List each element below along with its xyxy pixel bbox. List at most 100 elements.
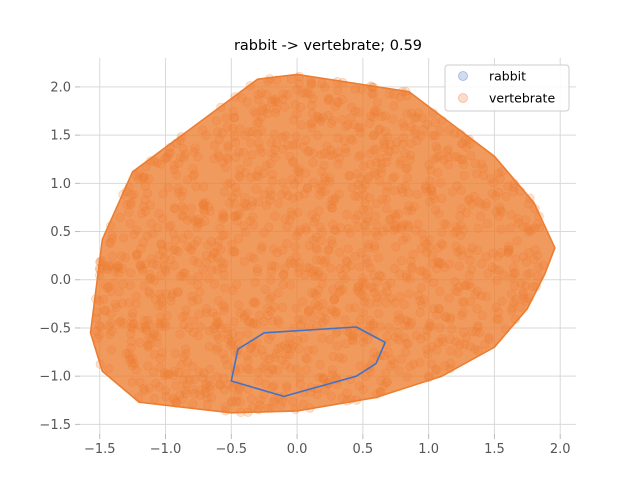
- vertebrate-point: [243, 329, 253, 339]
- vertebrate-point: [162, 369, 173, 380]
- vertebrate-point: [390, 209, 400, 219]
- vertebrate-point: [385, 361, 395, 371]
- vertebrate-point: [160, 264, 170, 274]
- vertebrate-point: [211, 345, 221, 355]
- x-tick-label: 0.0: [287, 442, 308, 457]
- vertebrate-point: [115, 212, 125, 222]
- vertebrate-point: [424, 235, 434, 245]
- vertebrate-point: [265, 306, 276, 316]
- vertebrate-point: [193, 152, 203, 162]
- vertebrate-point: [331, 309, 341, 320]
- vertebrate-point: [347, 183, 357, 193]
- vertebrate-point: [476, 291, 487, 301]
- vertebrate-point: [354, 107, 364, 117]
- vertebrate-point: [107, 251, 118, 261]
- vertebrate-point: [325, 173, 335, 183]
- vertebrate-point: [380, 127, 390, 137]
- vertebrate-point: [195, 287, 205, 297]
- vertebrate-point: [173, 247, 183, 257]
- vertebrate-point: [204, 202, 214, 212]
- vertebrate-point: [291, 303, 301, 314]
- vertebrate-point: [213, 342, 223, 352]
- vertebrate-point: [390, 298, 400, 308]
- vertebrate-point: [524, 248, 534, 258]
- vertebrate-point: [405, 320, 415, 330]
- vertebrate-point: [247, 197, 257, 207]
- vertebrate-point: [176, 360, 186, 370]
- vertebrate-point: [312, 389, 322, 400]
- vertebrate-point: [446, 346, 456, 356]
- vertebrate-point: [465, 255, 475, 265]
- vertebrate-point: [301, 222, 311, 232]
- vertebrate-point: [389, 225, 399, 235]
- vertebrate-point: [416, 334, 426, 344]
- vertebrate-point: [355, 361, 365, 371]
- vertebrate-point: [219, 385, 229, 395]
- vertebrate-point: [259, 228, 269, 238]
- vertebrate-point: [205, 206, 215, 216]
- vertebrate-point: [406, 205, 417, 215]
- vertebrate-point: [398, 118, 408, 128]
- vertebrate-point: [337, 393, 347, 403]
- vertebrate-point: [450, 286, 460, 296]
- vertebrate-point: [177, 211, 187, 221]
- vertebrate-point: [466, 296, 476, 307]
- vertebrate-point: [278, 177, 288, 188]
- vertebrate-point: [139, 202, 149, 212]
- vertebrate-point: [126, 343, 136, 353]
- vertebrate-point: [219, 211, 229, 221]
- vertebrate-point: [419, 236, 429, 246]
- vertebrate-point: [186, 245, 196, 256]
- vertebrate-point: [240, 192, 250, 202]
- vertebrate-point: [152, 338, 162, 348]
- vertebrate-point: [270, 211, 280, 221]
- vertebrate-point: [285, 350, 295, 360]
- vertebrate-point: [217, 214, 227, 224]
- vertebrate-point: [398, 133, 409, 143]
- vertebrate-point: [458, 296, 468, 306]
- vertebrate-point: [395, 313, 405, 324]
- vertebrate-point: [381, 187, 392, 197]
- vertebrate-point: [227, 192, 237, 202]
- vertebrate-point: [456, 310, 467, 321]
- vertebrate-point: [315, 222, 325, 232]
- vertebrate-point: [315, 114, 325, 125]
- vertebrate-point: [379, 136, 389, 146]
- vertebrate-point: [268, 397, 278, 407]
- vertebrate-point: [326, 118, 337, 129]
- vertebrate-point: [428, 131, 438, 141]
- vertebrate-point: [261, 379, 271, 389]
- vertebrate-point: [149, 329, 159, 339]
- vertebrate-point: [169, 165, 179, 175]
- vertebrate-point: [227, 338, 237, 348]
- vertebrate-point: [379, 381, 389, 391]
- vertebrate-point: [178, 375, 188, 385]
- vertebrate-point: [210, 247, 220, 258]
- vertebrate-point: [470, 289, 481, 300]
- vertebrate-point: [492, 314, 502, 324]
- vertebrate-point: [524, 227, 534, 237]
- vertebrate-point: [422, 344, 432, 355]
- vertebrate-point: [255, 395, 265, 405]
- vertebrate-point: [340, 315, 350, 325]
- vertebrate-point: [412, 136, 422, 146]
- hull-outlines: [89, 73, 556, 414]
- vertebrate-point: [395, 92, 405, 102]
- vertebrate-point: [204, 376, 214, 386]
- vertebrate-point: [495, 174, 505, 184]
- vertebrate-point: [317, 227, 327, 237]
- vertebrate-point: [503, 247, 514, 257]
- vertebrate-point: [430, 131, 440, 141]
- vertebrate-point: [505, 245, 515, 255]
- vertebrate-point: [265, 294, 275, 304]
- vertebrate-point: [393, 310, 404, 320]
- x-tick-label: 0.5: [353, 442, 374, 457]
- vertebrate-point: [140, 181, 150, 191]
- vertebrate-point: [231, 137, 241, 147]
- vertebrate-point: [349, 331, 359, 341]
- vertebrate-point: [434, 259, 444, 269]
- vertebrate-point: [334, 280, 344, 291]
- vertebrate-point: [181, 349, 191, 359]
- vertebrate-point: [444, 125, 454, 135]
- vertebrate-point: [368, 89, 378, 99]
